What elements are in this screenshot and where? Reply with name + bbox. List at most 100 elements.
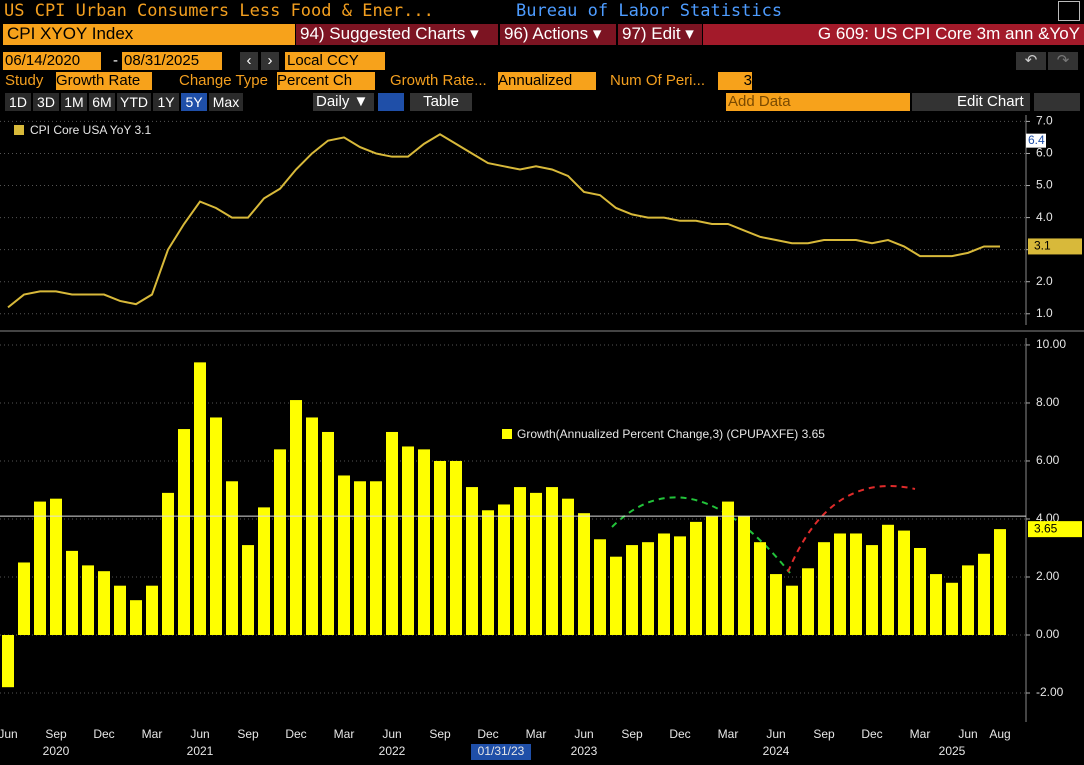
x-tick-label: Jun [574, 727, 593, 741]
bar [306, 417, 318, 635]
bar [754, 542, 766, 635]
bar [386, 431, 398, 635]
menu[interactable]: 97) Edit ▾ [618, 24, 702, 45]
bar [66, 550, 78, 635]
next-button[interactable]: › [261, 52, 279, 70]
bar [738, 516, 750, 635]
range-button[interactable]: 1M [61, 93, 87, 111]
bar [530, 492, 542, 635]
bar [898, 530, 910, 635]
bar [18, 562, 30, 635]
bar [946, 582, 958, 635]
bar [466, 487, 478, 635]
bar [82, 565, 94, 635]
range-button[interactable]: 1Y [153, 93, 179, 111]
bar [626, 545, 638, 635]
bar [658, 533, 670, 635]
start-date[interactable]: 06/14/2020 [3, 52, 101, 70]
bar [962, 565, 974, 635]
y-tick-label: 8.00 [1036, 395, 1060, 409]
x-tick-label: Dec [93, 727, 114, 741]
x-tick-label: Sep [237, 727, 259, 741]
x-tick-label: Jun [382, 727, 401, 741]
x-tick-label: Mar [142, 727, 163, 741]
range-button[interactable]: 6M [89, 93, 115, 111]
bar [562, 498, 574, 635]
bar [34, 501, 46, 635]
bar [578, 513, 590, 635]
y-tick-label: 5.0 [1036, 178, 1053, 192]
bar [930, 574, 942, 635]
study-value[interactable]: Annualized [498, 72, 596, 90]
bar [546, 487, 558, 635]
ticker-box[interactable]: CPI XYOY Index [3, 24, 295, 45]
study-value[interactable]: Growth Rate [56, 72, 152, 90]
security-title: US CPI Urban Consumers Less Food & Ener.… [4, 1, 434, 21]
bar [98, 571, 110, 635]
undo[interactable]: ↶ [1016, 52, 1046, 70]
x-tick-label: Dec [285, 727, 306, 741]
chart-name[interactable]: G 609: US CPI Core 3m ann &YoY [703, 24, 1084, 45]
y-tick-label: 1.0 [1036, 306, 1053, 320]
y-tick-label: 10.00 [1036, 337, 1066, 351]
range-button[interactable]: Max [209, 93, 243, 111]
bar [610, 556, 622, 635]
range-button[interactable]: 5Y [181, 93, 207, 111]
bar [914, 547, 926, 635]
study-label: Study [5, 72, 44, 89]
range-button[interactable]: YTD [117, 93, 151, 111]
x-year-label: 2023 [571, 744, 598, 758]
legend-label: Growth(Annualized Percent Change,3) (CPU… [517, 427, 825, 441]
range-button[interactable]: 1D [5, 93, 31, 111]
study-label: Change Type [179, 72, 268, 89]
redo[interactable]: ↷ [1048, 52, 1078, 70]
y-tick-label: 6.0 [1036, 146, 1053, 160]
x-tick-label: Sep [45, 727, 67, 741]
x-tick-label: Mar [334, 727, 355, 741]
legend-swatch [14, 125, 24, 135]
menu[interactable]: 94) Suggested Charts ▾ [296, 24, 498, 45]
study-value[interactable]: Percent Ch [277, 72, 375, 90]
end-date[interactable]: 08/31/2025 [122, 52, 222, 70]
cursor-date: 01/31/23 [478, 744, 525, 758]
bar [482, 510, 494, 635]
y-tick-label: 0.00 [1036, 627, 1060, 641]
table-button[interactable]: Table [410, 93, 472, 111]
bar [706, 516, 718, 635]
range-button[interactable]: 3D [33, 93, 59, 111]
study-value[interactable]: 3 [718, 72, 752, 90]
edit-chart[interactable]: Edit Chart [912, 93, 1030, 111]
prev-button[interactable]: ‹ [240, 52, 258, 70]
bar [722, 501, 734, 635]
bar [418, 449, 430, 635]
x-tick-label: Mar [526, 727, 547, 741]
chart-type-button[interactable] [378, 93, 404, 111]
x-tick-label: Dec [477, 727, 498, 741]
currency[interactable]: Local CCY [285, 52, 385, 70]
bar [434, 460, 446, 635]
settings[interactable] [1034, 93, 1080, 111]
add-data[interactable]: Add Data [726, 93, 910, 111]
x-tick-label: Mar [910, 727, 931, 741]
menu[interactable]: 96) Actions ▾ [500, 24, 616, 45]
bar [194, 362, 206, 635]
x-year-label: 2024 [763, 744, 790, 758]
source: Bureau of Labor Statistics [516, 1, 783, 21]
bar [770, 574, 782, 635]
frequency[interactable]: Daily ▼ [313, 93, 374, 111]
x-year-label: 2020 [43, 744, 70, 758]
x-tick-label: Jun [766, 727, 785, 741]
cursor-date-box [471, 744, 531, 760]
x-tick-label: Sep [621, 727, 643, 741]
export-icon[interactable] [1058, 1, 1080, 21]
x-year-label: 2022 [379, 744, 406, 758]
bar [514, 487, 526, 635]
bar [130, 600, 142, 635]
study-label: Growth Rate... [390, 72, 487, 89]
last-value-tag [1028, 238, 1082, 255]
bar [290, 400, 302, 635]
bar [498, 504, 510, 635]
bar [242, 545, 254, 635]
